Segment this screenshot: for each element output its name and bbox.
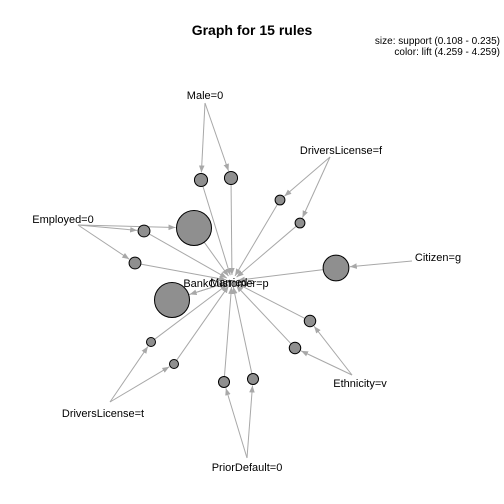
edge-employed-to-r12 [77, 224, 176, 231]
edge-r7-to-bank [235, 285, 292, 345]
edge-dl_f-to-r4 [301, 156, 331, 218]
edge-r15-to-bank [188, 282, 227, 296]
edge-r1-to-bank [202, 186, 231, 276]
edge-male-to-r2 [204, 102, 230, 172]
item-label-prior: PriorDefault=0 [212, 462, 283, 474]
item-label-married: Married= [210, 277, 254, 289]
edge-r2-to-bank [229, 184, 235, 276]
item-label-ethnicity: Ethnicity=v [333, 378, 387, 390]
item-label-employed: Employed=0 [32, 214, 93, 226]
edge-male-to-r1 [198, 102, 206, 173]
edge-prior-to-r8 [225, 388, 248, 459]
rule-node-r8 [217, 375, 231, 389]
edge-employed-to-r13 [77, 224, 138, 233]
edge-dl_f-to-r3 [284, 156, 331, 197]
rule-node-r6 [303, 314, 317, 328]
item-label-bank: BankCustomer=p [183, 278, 268, 290]
rule-node-r11 [169, 359, 179, 369]
edge-r4-to-bank [236, 225, 297, 278]
rule-node-r7 [288, 341, 302, 355]
edge-r12-to-bank [203, 241, 229, 277]
edge-employed-to-r14 [77, 224, 130, 260]
edge-r5-to-bank [237, 269, 324, 283]
edge-layer [77, 102, 413, 459]
edge-dl_t-to-r11 [109, 366, 170, 403]
edge-r11-to-bank [176, 285, 229, 361]
rule-node-r13 [137, 224, 151, 238]
rule-node-r9 [246, 372, 260, 386]
rule-node-r12 [176, 210, 212, 246]
rule-node-r4 [294, 217, 306, 229]
rule-node-r3 [274, 194, 286, 206]
edge-r10-to-bank [154, 284, 228, 340]
graph-title: Graph for 15 rules [192, 22, 313, 38]
edge-ethnicity-to-r6 [313, 326, 353, 376]
edge-citizen-to-r5 [349, 260, 413, 269]
edge-dl_t-to-r10 [109, 346, 149, 403]
rule-node-r5 [322, 254, 350, 282]
legend-size: size: support (0.108 - 0.235) [375, 36, 500, 47]
edge-r3-to-bank [234, 203, 278, 277]
node-layer [128, 170, 350, 389]
item-label-male: Male=0 [187, 90, 223, 102]
rule-node-r1 [193, 172, 209, 188]
edge-r9-to-bank [231, 286, 253, 374]
edge-prior-to-r9 [246, 385, 255, 459]
item-label-dl_t: DriversLicense=t [62, 408, 144, 420]
label-layer: Male=0 DriversLicense=f Employed=0 Citizen=… [32, 90, 461, 474]
legend-color: color: lift (4.259 - 4.259) [394, 47, 500, 58]
rule-node-r15 [154, 282, 190, 318]
edge-ethnicity-to-r7 [300, 350, 353, 376]
rule-node-r10 [146, 337, 156, 347]
edge-r8-to-bank [223, 286, 234, 377]
edge-r14-to-bank [140, 263, 227, 282]
edge-r13-to-bank [148, 233, 228, 279]
item-label-citizen: Citizen=g [415, 252, 461, 264]
edge-r6-to-bank [237, 283, 306, 319]
item-label-dl_f: DriversLicense=f [300, 145, 383, 157]
rule-node-r14 [128, 256, 142, 270]
rule-node-r2 [223, 170, 239, 186]
